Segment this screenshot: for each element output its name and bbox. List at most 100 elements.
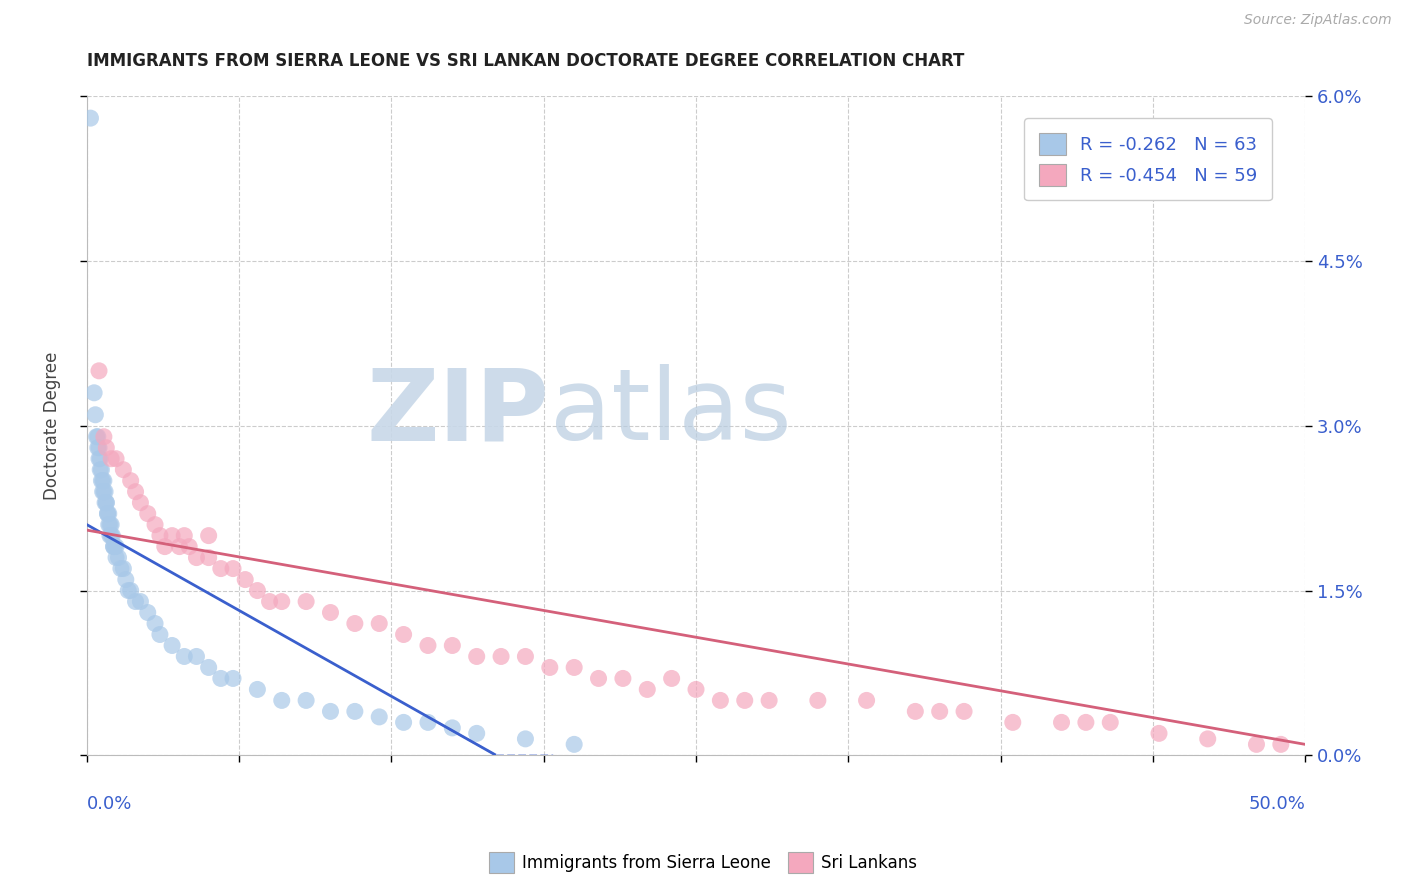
- Point: [105, 451, 128, 466]
- Point: [98, 528, 121, 542]
- Text: Source: ZipAtlas.com: Source: ZipAtlas.com: [1244, 13, 1392, 28]
- Point: [94, 484, 117, 499]
- Point: [197, 528, 219, 542]
- Point: [87, 430, 110, 444]
- Point: [319, 606, 342, 620]
- Point: [222, 561, 245, 575]
- Text: 50.0%: 50.0%: [1249, 795, 1305, 813]
- Point: [197, 550, 219, 565]
- Point: [173, 649, 195, 664]
- Point: [489, 649, 512, 664]
- Point: [270, 594, 292, 608]
- Point: [953, 705, 976, 719]
- Point: [120, 474, 142, 488]
- Point: [91, 484, 114, 499]
- Point: [807, 693, 830, 707]
- Point: [90, 463, 112, 477]
- Point: [855, 693, 877, 707]
- Point: [562, 737, 585, 751]
- Point: [96, 507, 118, 521]
- Point: [112, 463, 135, 477]
- Point: [94, 496, 117, 510]
- Point: [368, 616, 391, 631]
- Point: [103, 540, 125, 554]
- Point: [93, 430, 115, 444]
- Point: [100, 451, 122, 466]
- Point: [120, 583, 142, 598]
- Point: [87, 451, 110, 466]
- Point: [160, 528, 183, 542]
- Point: [129, 496, 152, 510]
- Point: [515, 649, 537, 664]
- Point: [222, 672, 245, 686]
- Point: [96, 496, 118, 510]
- Text: 0.0%: 0.0%: [87, 795, 132, 813]
- Point: [117, 583, 139, 598]
- Point: [143, 517, 166, 532]
- Point: [270, 693, 292, 707]
- Point: [1246, 737, 1268, 751]
- Point: [1050, 715, 1073, 730]
- Point: [661, 672, 683, 686]
- Point: [186, 550, 208, 565]
- Text: IMMIGRANTS FROM SIERRA LEONE VS SRI LANKAN DOCTORATE DEGREE CORRELATION CHART: IMMIGRANTS FROM SIERRA LEONE VS SRI LANK…: [87, 52, 965, 70]
- Point: [368, 710, 391, 724]
- Point: [96, 441, 118, 455]
- Point: [1147, 726, 1170, 740]
- Point: [136, 507, 159, 521]
- Point: [1001, 715, 1024, 730]
- Point: [143, 616, 166, 631]
- Point: [84, 408, 107, 422]
- Point: [160, 639, 183, 653]
- Point: [136, 606, 159, 620]
- Point: [103, 540, 125, 554]
- Point: [343, 616, 366, 631]
- Point: [100, 528, 122, 542]
- Point: [96, 507, 118, 521]
- Point: [465, 726, 488, 740]
- Point: [928, 705, 950, 719]
- Point: [169, 540, 191, 554]
- Point: [209, 672, 232, 686]
- Point: [86, 430, 108, 444]
- Point: [758, 693, 780, 707]
- Point: [319, 705, 342, 719]
- Point: [93, 474, 115, 488]
- Point: [441, 639, 464, 653]
- Point: [515, 731, 537, 746]
- Point: [79, 111, 101, 125]
- Point: [89, 451, 111, 466]
- Point: [709, 693, 731, 707]
- Point: [186, 649, 208, 664]
- Point: [416, 639, 439, 653]
- Point: [562, 660, 585, 674]
- Point: [97, 507, 120, 521]
- Point: [295, 693, 318, 707]
- Point: [93, 484, 115, 499]
- Point: [343, 705, 366, 719]
- Point: [104, 540, 127, 554]
- Point: [1074, 715, 1097, 730]
- Point: [124, 484, 146, 499]
- Point: [233, 573, 256, 587]
- Point: [101, 528, 124, 542]
- Point: [114, 573, 136, 587]
- Point: [100, 517, 122, 532]
- Point: [246, 583, 269, 598]
- Point: [107, 550, 129, 565]
- Point: [392, 715, 415, 730]
- Legend: R = -0.262   N = 63, R = -0.454   N = 59: R = -0.262 N = 63, R = -0.454 N = 59: [1024, 119, 1272, 201]
- Point: [173, 528, 195, 542]
- Point: [612, 672, 634, 686]
- Legend: Immigrants from Sierra Leone, Sri Lankans: Immigrants from Sierra Leone, Sri Lankan…: [482, 846, 924, 880]
- Point: [149, 627, 172, 641]
- Point: [197, 660, 219, 674]
- Point: [110, 561, 132, 575]
- Point: [105, 550, 128, 565]
- Point: [87, 441, 110, 455]
- Y-axis label: Doctorate Degree: Doctorate Degree: [44, 351, 60, 500]
- Point: [416, 715, 439, 730]
- Point: [112, 561, 135, 575]
- Point: [149, 528, 172, 542]
- Point: [91, 474, 114, 488]
